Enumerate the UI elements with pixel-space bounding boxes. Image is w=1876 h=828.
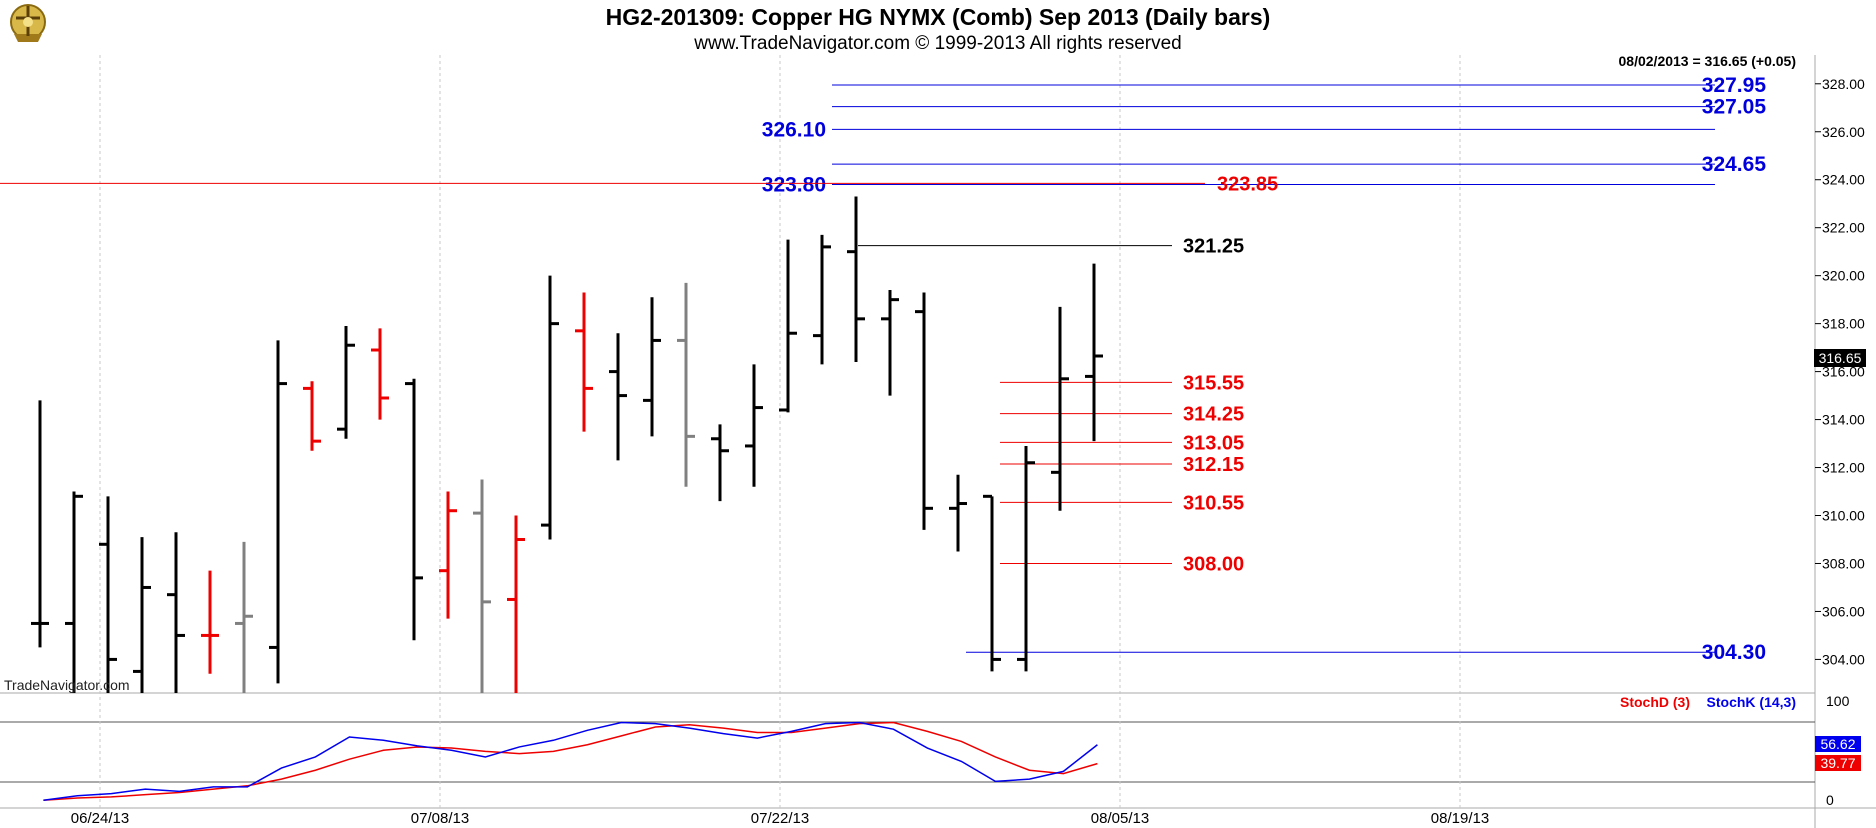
price-tick-label: 322.00 [1822, 220, 1865, 236]
ohlc-bar [439, 491, 457, 619]
ohlc-bar [711, 424, 729, 502]
level-label: 312.15 [1183, 454, 1244, 476]
date-gridlines [99, 55, 1461, 808]
ohlc-bar [371, 328, 389, 420]
stoch-line [43, 721, 1098, 801]
ohlc-bar [745, 364, 763, 487]
ohlc-bar [677, 282, 695, 487]
level-label: 314.25 [1183, 404, 1244, 426]
ohlc-bar [473, 479, 491, 693]
last-price-badge: 316.65 [1814, 349, 1866, 367]
chart-title: HG2-201309: Copper HG NYMX (Comb) Sep 20… [606, 4, 1271, 30]
price-tick-label: 308.00 [1822, 555, 1865, 571]
level-label: 327.95 [1702, 74, 1767, 97]
level-label: 326.10 [762, 118, 826, 141]
ohlc-bar [507, 515, 525, 693]
price-tick-label: 318.00 [1822, 316, 1865, 332]
ohlc-bar [405, 378, 423, 641]
stoch-value-label: 39.77 [1820, 755, 1855, 771]
stoch-tick-label: 0 [1826, 792, 1834, 808]
stoch-value-label: 56.62 [1820, 736, 1855, 752]
level-label: 310.55 [1183, 492, 1244, 514]
ohlc-bar [31, 400, 49, 648]
level-label: 313.05 [1183, 432, 1244, 454]
ohlc-bar [1017, 445, 1035, 672]
level-label: 304.30 [1702, 641, 1766, 664]
stoch-k-legend: StochK (14,3) [1707, 694, 1796, 710]
ohlc-bar [915, 292, 933, 530]
ohlc-bar [881, 290, 899, 396]
ohlc-bar [643, 297, 661, 437]
price-tick-label: 316.00 [1822, 364, 1865, 380]
ohlc-bar [983, 494, 1001, 672]
ohlc-bar [1051, 306, 1069, 511]
price-tick-label: 328.00 [1822, 76, 1865, 92]
level-label: 308.00 [1183, 553, 1244, 575]
ohlc-bar [949, 474, 967, 552]
price-tick-label: 324.00 [1822, 172, 1865, 188]
price-tick-label: 304.00 [1822, 651, 1865, 667]
ohlc-bar [779, 239, 797, 413]
ohlc-bar [813, 234, 831, 365]
ohlc-bar [609, 333, 627, 461]
date-tick-label: 08/05/13 [1091, 810, 1149, 827]
trade-navigator-logo-icon [10, 4, 46, 42]
level-label: 323.80 [762, 174, 826, 197]
chart-subtitle: www.TradeNavigator.com © 1999-2013 All r… [693, 33, 1181, 54]
ohlc-bar [337, 326, 355, 439]
price-tick-label: 310.00 [1822, 508, 1865, 524]
date-axis: 06/24/13 07/08/13 07/22/13 08/05/13 08/19/13 [71, 810, 1489, 827]
ohlc-bars [31, 196, 1103, 693]
last-price-info: 08/02/2013 = 316.65 (+0.05) [1619, 53, 1796, 69]
price-tick-label: 314.00 [1822, 412, 1865, 428]
price-tick-label: 320.00 [1822, 268, 1865, 284]
stochastic-panel: 0 100 39.77 56.62 [43, 693, 1861, 808]
price-axis: 304.00 306.00 308.00 310.00 312.00 314.00 316.… [1815, 76, 1865, 667]
ohlc-bar [541, 275, 559, 540]
level-label: 323.85 [1217, 173, 1278, 195]
stoch-value-badge [1815, 755, 1861, 771]
stoch-d-legend: StochD (3) [1620, 694, 1690, 710]
ohlc-bar [1085, 263, 1103, 442]
level-label: 315.55 [1183, 372, 1244, 394]
ohlc-bar [235, 541, 253, 693]
date-tick-label: 07/08/13 [411, 810, 469, 827]
ohlc-bar [65, 491, 83, 693]
stoch-tick-label: 100 [1826, 693, 1850, 709]
level-label: 321.25 [1183, 236, 1244, 258]
ohlc-bar [167, 532, 185, 693]
ohlc-bar [99, 496, 117, 693]
level-label: 324.65 [1702, 153, 1767, 176]
stoch-line [43, 721, 1098, 801]
level-label: 327.05 [1702, 96, 1767, 119]
date-tick-label: 08/19/13 [1431, 810, 1489, 827]
price-tick-label: 326.00 [1822, 124, 1865, 140]
ohlc-bar [575, 292, 593, 432]
date-tick-label: 06/24/13 [71, 810, 129, 827]
stoch-value-badge [1815, 736, 1861, 752]
price-tick-label: 312.00 [1822, 460, 1865, 476]
ohlc-bar [303, 381, 321, 451]
price-tick-label: 306.00 [1822, 603, 1865, 619]
ohlc-bar [269, 340, 287, 684]
date-tick-label: 07/22/13 [751, 810, 809, 827]
ohlc-bar [847, 196, 865, 363]
last-price-label: 316.65 [1819, 350, 1862, 366]
ohlc-bar [133, 537, 151, 693]
ohlc-bar [201, 570, 219, 674]
watermark: TradeNavigator.com [4, 677, 130, 693]
